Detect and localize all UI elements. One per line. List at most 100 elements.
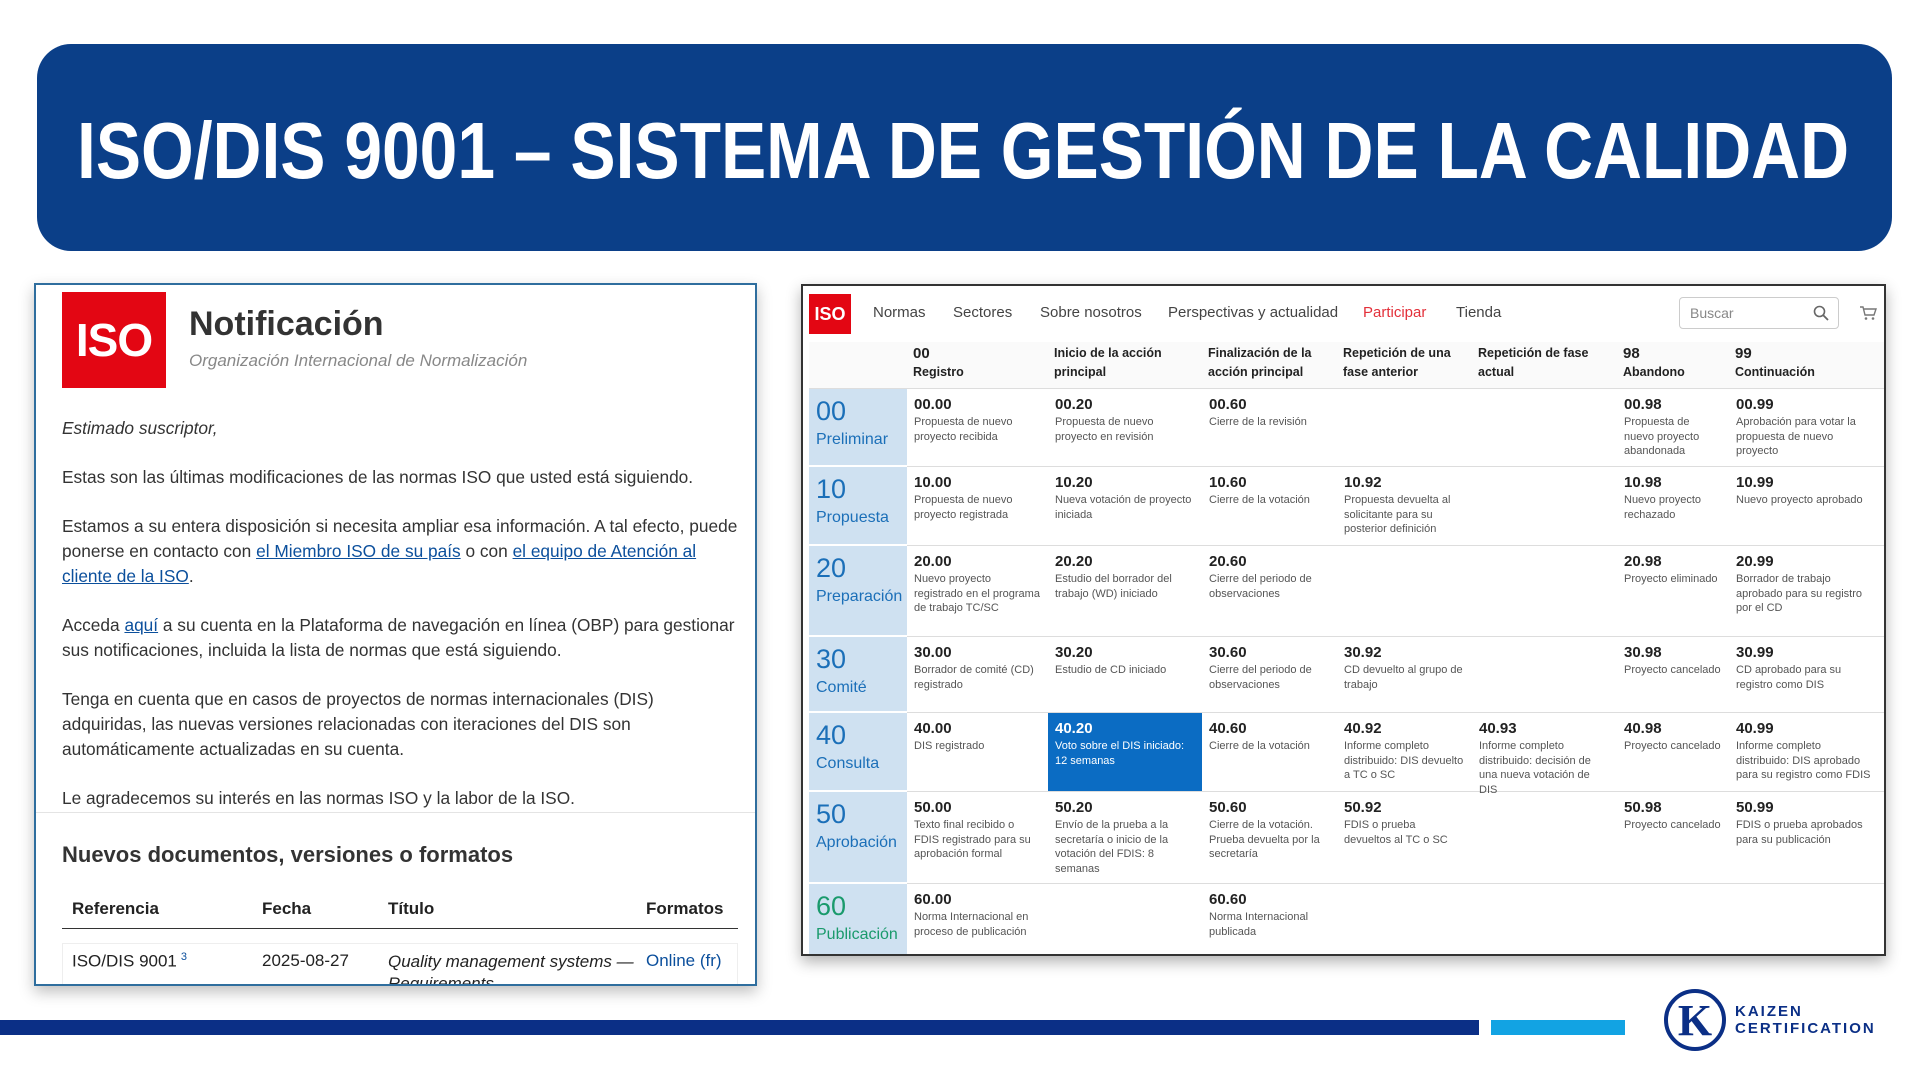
row-label: Preparación: [816, 588, 903, 605]
stage-code: 50.99: [1736, 799, 1774, 816]
row-label: Aprobación: [816, 834, 897, 851]
stage-text: Nuevo proyecto rechazado: [1624, 494, 1702, 521]
header-banner: ISO/DIS 9001 – SISTEMA DE GESTIÓN DE LA …: [37, 44, 1892, 251]
stage-text: Cierre del periodo de observaciones: [1209, 664, 1312, 691]
table-header: Título: [388, 899, 435, 918]
text: Acceda: [62, 615, 125, 635]
stage-code: 30.99: [1736, 644, 1774, 661]
footer-bar-accent: [1491, 1020, 1625, 1035]
row-box: [62, 943, 738, 984]
column-code: 99: [1735, 345, 1752, 362]
stage-code: 00.99: [1736, 396, 1774, 413]
stage-code: 00.98: [1624, 396, 1662, 413]
search-icon[interactable]: [1813, 305, 1829, 321]
stage-cell: 00.20 Propuesta de nuevo proyecto en revi…: [1048, 389, 1202, 467]
cell-format[interactable]: Online (fr): [646, 951, 722, 970]
stage-text: CD devuelto al grupo de trabajo: [1344, 664, 1463, 691]
stage-text: Informe completo distribuido: DIS devuel…: [1344, 740, 1464, 781]
stage-code: 30.60: [1209, 644, 1247, 661]
nav-item[interactable]: Participar: [1363, 304, 1427, 321]
footnote: 3: [180, 951, 188, 963]
stage-text: Texto final recibido o FDIS registrado p…: [914, 819, 1031, 860]
stage-code: 10.99: [1736, 474, 1774, 491]
cart-icon[interactable]: [1859, 305, 1877, 321]
stage-code: 50.20: [1055, 799, 1093, 816]
nav-item[interactable]: Tienda: [1456, 304, 1502, 321]
row-header: 10 Propuesta: [809, 467, 907, 546]
iso-logo-small: ISO: [809, 294, 851, 334]
row-code: 50: [816, 799, 847, 829]
stage-code: 50.00: [914, 799, 952, 816]
column-header: Repetición de una fase anterior: [1337, 342, 1472, 389]
table-header: Fecha: [262, 899, 312, 918]
search-box[interactable]: Buscar: [1679, 297, 1839, 329]
stage-text: Propuesta devuelta al solicitante para s…: [1344, 494, 1451, 535]
nav-item[interactable]: Sectores: [953, 304, 1013, 321]
stage-cell: 40.99 Informe completo distribuido: DIS a…: [1729, 713, 1884, 792]
notification-title: Notificación: [189, 305, 384, 343]
stages-grid: 00 Registro Inicio de la acción principal F…: [809, 342, 1884, 954]
stage-code: 30.98: [1624, 644, 1662, 661]
stage-cell: 00.00 Propuesta de nuevo proyecto recibid…: [907, 389, 1048, 467]
stage-code: 50.92: [1344, 799, 1382, 816]
stage-cell: 30.00 Borrador de comité (CD) registrado: [907, 637, 1048, 713]
text: Tenga en cuenta que en casos de proyecto…: [62, 689, 654, 759]
cell-date: 2025-08-27: [262, 951, 349, 970]
row-label: Consulta: [816, 755, 880, 772]
column-label: Inicio de la acción principal: [1054, 346, 1162, 379]
stage-text: Cierre del periodo de observaciones: [1209, 573, 1312, 600]
stage-code: 10.20: [1055, 474, 1093, 491]
stage-code: 30.00: [914, 644, 952, 661]
kaizen-brand: KAIZEN: [1735, 1003, 1803, 1020]
column-header: 98 Abandono: [1617, 342, 1729, 389]
stage-code: 50.98: [1624, 799, 1662, 816]
link[interactable]: el Miembro ISO de su país: [256, 541, 461, 561]
stage-text: Envío de la prueba a la secretaría o ini…: [1055, 819, 1169, 875]
text: Le agradecemos su interés en las normas …: [62, 788, 575, 808]
stage-cell: 40.98 Proyecto cancelado: [1617, 713, 1729, 792]
stage-cell: [1472, 467, 1617, 546]
stage-text: DIS registrado: [914, 740, 985, 752]
stage-cell: [1472, 637, 1617, 713]
stage-code: 00.00: [914, 396, 952, 413]
nav-item[interactable]: Normas: [873, 304, 926, 321]
stage-cell: 40.93 Informe completo distribuido: decis…: [1472, 713, 1617, 796]
section-title: Nuevos documentos, versiones o formatos: [62, 842, 514, 867]
stage-cell: 40.60 Cierre de la votación: [1202, 713, 1337, 792]
stage-code: 40.60: [1209, 720, 1247, 737]
stage-text: Cierre de la revisión: [1209, 416, 1307, 428]
stage-cell: 20.99 Borrador de trabajo aprobado para s…: [1729, 546, 1884, 637]
stage-cell: 10.60 Cierre de la votación: [1202, 467, 1337, 546]
greeting: Estimado suscriptor,: [62, 418, 218, 438]
stage-code: 40.93: [1479, 720, 1517, 737]
row-label: Publicación: [816, 926, 898, 943]
stage-text: Propuesta de nuevo proyecto registrada: [914, 494, 1013, 521]
link[interactable]: el equipo de Atención al cliente de la I…: [62, 541, 697, 586]
row-header: 20 Preparación: [809, 546, 907, 637]
stage-cell: 30.20 Estudio de CD iniciado: [1048, 637, 1202, 713]
stage-code: 10.92: [1344, 474, 1382, 491]
cell-reference: ISO/DIS 9001 3: [72, 951, 187, 972]
nav-item[interactable]: Sobre nosotros: [1040, 304, 1142, 321]
link[interactable]: aquí: [124, 615, 159, 635]
table-header-line: [62, 928, 738, 929]
stage-code: 40.98: [1624, 720, 1662, 737]
nav-item[interactable]: Perspectivas y actualidad: [1168, 304, 1339, 321]
stage-text: Propuesta de nuevo proyecto en revisión: [1055, 416, 1154, 443]
table-header: Formatos: [646, 899, 724, 918]
stage-cell: 50.60 Cierre de la votación. Prueba devue…: [1202, 792, 1337, 884]
stage-code: 60.00: [914, 891, 952, 908]
stage-cell: 60.00 Norma Internacional en proceso de p…: [907, 884, 1048, 954]
stage-cell: 50.99 FDIS o prueba aprobados para su pub…: [1729, 792, 1884, 884]
stage-code: 40.99: [1736, 720, 1774, 737]
stage-code: 40.92: [1344, 720, 1382, 737]
stage-text: FDIS o prueba devueltos al TC o SC: [1344, 819, 1448, 846]
stage-code: 20.20: [1055, 553, 1093, 570]
corner-cell: [809, 342, 907, 389]
stage-text: CD aprobado para su registro como DIS: [1736, 664, 1842, 691]
stage-text: Estudio de CD iniciado: [1055, 664, 1167, 676]
stage-cell: 10.00 Propuesta de nuevo proyecto registr…: [907, 467, 1048, 546]
paragraph: Estamos a su entera disposición si neces…: [62, 514, 742, 589]
stage-text: Propuesta de nuevo proyecto abandonada: [1624, 416, 1700, 457]
stage-code: 10.98: [1624, 474, 1662, 491]
